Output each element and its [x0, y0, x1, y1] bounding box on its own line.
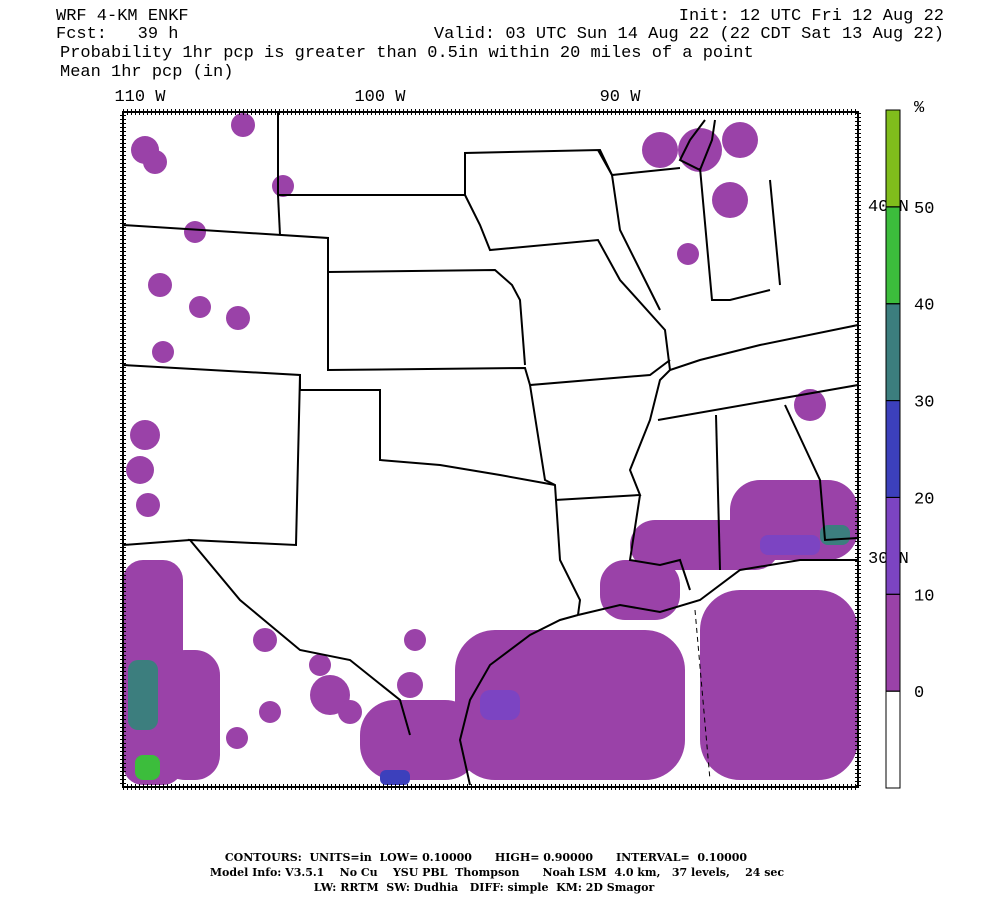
colorbar-segment — [885, 593, 901, 692]
colorbar-segment — [885, 496, 901, 595]
colorbar-unit: % — [914, 99, 925, 118]
colorbar-tick-label: 40 — [914, 297, 934, 316]
precip-blobs — [123, 113, 858, 785]
lon-label: 110 W — [114, 88, 166, 107]
lon-label: 100 W — [354, 88, 406, 107]
colorbar: 0 10 20 30 40 50 — [885, 109, 934, 789]
init-time: Init: 12 UTC Fri 12 Aug 22 — [679, 7, 944, 26]
colorbar-segment — [885, 206, 901, 305]
footer-line: CONTOURS: UNITS=in LOW= 0.10000 HIGH= 0.… — [225, 851, 748, 864]
field-title: Probability 1hr pcp is greater than 0.5i… — [60, 44, 754, 63]
colorbar-segment — [885, 109, 901, 208]
forecast-hour: Fcst: 39 h — [56, 25, 178, 44]
colorbar-tick-label: 50 — [914, 200, 934, 219]
colorbar-segment — [885, 303, 901, 402]
lon-label: 90 W — [600, 88, 642, 107]
model-name: WRF 4-KM ENKF — [56, 7, 189, 26]
map-frame-ticks — [120, 109, 861, 790]
state-boundaries — [122, 112, 859, 786]
colorbar-tick-label: 0 — [914, 684, 924, 703]
colorbar-segment — [885, 690, 901, 789]
colorbar-tick-label: 30 — [914, 394, 934, 413]
colorbar-segment — [885, 400, 901, 498]
valid-time: Valid: 03 UTC Sun 14 Aug 22 (22 CDT Sat … — [434, 25, 944, 44]
contour-title: Mean 1hr pcp (in) — [60, 63, 233, 82]
colorbar-tick-label: 20 — [914, 490, 934, 509]
footer-line: LW: RRTM SW: Dudhia DIFF: simple KM: 2D … — [314, 881, 655, 894]
colorbar-tick-label: 10 — [914, 587, 934, 606]
footer-line: Model Info: V3.5.1 No Cu YSU PBL Thompso… — [210, 866, 785, 879]
